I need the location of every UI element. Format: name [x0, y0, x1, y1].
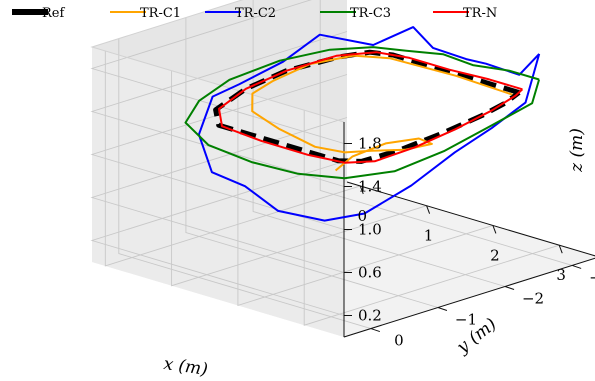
x-axis-line: [346, 181, 595, 257]
y-tick-label: 0: [394, 332, 404, 350]
legend-label-tr-c2: TR-C2: [235, 6, 276, 21]
series-line-ref: [213, 49, 521, 164]
y-tick-mark: [571, 264, 582, 269]
series-lines: [184, 26, 541, 222]
grid-x: [237, 90, 494, 307]
z-tick-label: 0.2: [358, 307, 382, 325]
grid-z: [90, 160, 348, 316]
x-tick-label: 1: [424, 227, 434, 245]
legend-label-tr-c1: TR-C1: [140, 6, 181, 21]
z-tick-label: 1.0: [358, 221, 382, 239]
grid-z: [90, 0, 345, 144]
grid-y: [185, 17, 439, 308]
y-tick-mark: [370, 328, 381, 333]
series-line-tr-c2: [197, 26, 541, 222]
z-axis-label: z (m): [567, 128, 587, 173]
legend-label-ref: Ref: [42, 6, 65, 21]
grid-x: [303, 110, 560, 326]
grid-y: [319, 0, 573, 266]
legend: Ref TR-C1 TR-C2 TR-C3 TR-N: [12, 6, 497, 21]
y-tick-mark: [504, 285, 515, 290]
top-edge: [90, 0, 345, 123]
grid-x: [104, 50, 361, 267]
x-axis-label: x (m): [162, 354, 209, 380]
grid-y: [118, 38, 371, 330]
x-tick-label: 0: [357, 207, 367, 225]
grid-lines: [90, 0, 573, 330]
grid-z: [90, 74, 348, 230]
series-line-tr-c3: [184, 46, 541, 180]
x-tick-mark: [492, 225, 497, 234]
grid-z: [90, 117, 348, 273]
z-tick-label: 0.6: [358, 264, 382, 282]
tick-labels: 0 1 2 3 0 −1 −2 −3 0.2 0.6 1.0 1.4 1.8: [357, 135, 595, 350]
grid-x: [171, 70, 427, 287]
grid-y: [252, 0, 506, 287]
y-tick-label: −3: [589, 268, 595, 286]
y-tick-label: −1: [455, 311, 477, 329]
legend-label-tr-c3: TR-C3: [350, 6, 391, 21]
legend-label-tr-n: TR-N: [463, 6, 497, 21]
y-tick-label: −2: [522, 289, 544, 307]
y-tick-mark: [437, 307, 448, 312]
x-tick-mark: [558, 244, 563, 254]
y-axis-line: [343, 257, 595, 338]
z-tick-label: 1.8: [358, 135, 382, 153]
x-tick-mark: [426, 205, 431, 214]
series-line-tr-c1: [251, 54, 513, 172]
x-tick-mark: [359, 185, 364, 195]
tick-marks: [344, 143, 582, 333]
series-line-tr-n: [218, 51, 524, 164]
grid-z: [90, 31, 348, 187]
z-tick-label: 1.4: [358, 178, 382, 196]
x-tick-label: 3: [556, 266, 566, 284]
x-tick-label: 2: [490, 246, 500, 264]
